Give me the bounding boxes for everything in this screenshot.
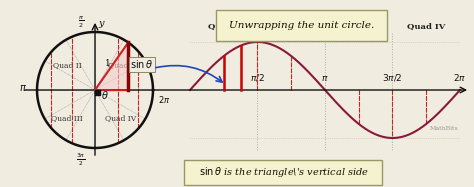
- Text: y: y: [98, 19, 103, 27]
- Text: $\pi$: $\pi$: [321, 74, 329, 83]
- Text: $\frac{3\pi}{2}$: $\frac{3\pi}{2}$: [76, 152, 86, 168]
- Text: MathBits: MathBits: [429, 125, 458, 131]
- Text: $\sin\theta$: $\sin\theta$: [130, 58, 154, 70]
- Text: $\sin\theta$ is the triangle\'s vertical side: $\sin\theta$ is the triangle\'s vertical…: [199, 165, 369, 179]
- FancyBboxPatch shape: [184, 160, 383, 185]
- Text: $\theta$: $\theta$: [101, 89, 109, 101]
- Text: Quad IV: Quad IV: [407, 22, 446, 30]
- Text: Quad IV: Quad IV: [105, 114, 137, 122]
- Text: $2\pi$: $2\pi$: [453, 72, 466, 83]
- Text: $\pi$: $\pi$: [19, 83, 27, 93]
- FancyBboxPatch shape: [217, 10, 388, 41]
- Text: 1: 1: [105, 59, 110, 68]
- Text: $\frac{\pi}{2}$: $\frac{\pi}{2}$: [78, 15, 84, 30]
- Text: $3\pi/2$: $3\pi/2$: [382, 72, 403, 83]
- Text: Quad I: Quad I: [208, 22, 240, 30]
- Bar: [95, 90, 100, 95]
- Polygon shape: [95, 42, 128, 90]
- Text: Quad II: Quad II: [53, 61, 82, 69]
- Text: Quad II: Quad II: [273, 22, 309, 30]
- Text: $2\pi$: $2\pi$: [158, 94, 171, 105]
- Text: Unwrapping the unit circle.: Unwrapping the unit circle.: [229, 21, 374, 30]
- Text: Quad III: Quad III: [339, 22, 379, 30]
- Text: Quad I: Quad I: [108, 61, 134, 69]
- Text: $\pi/2$: $\pi/2$: [250, 72, 265, 83]
- Text: Quad III: Quad III: [51, 114, 83, 122]
